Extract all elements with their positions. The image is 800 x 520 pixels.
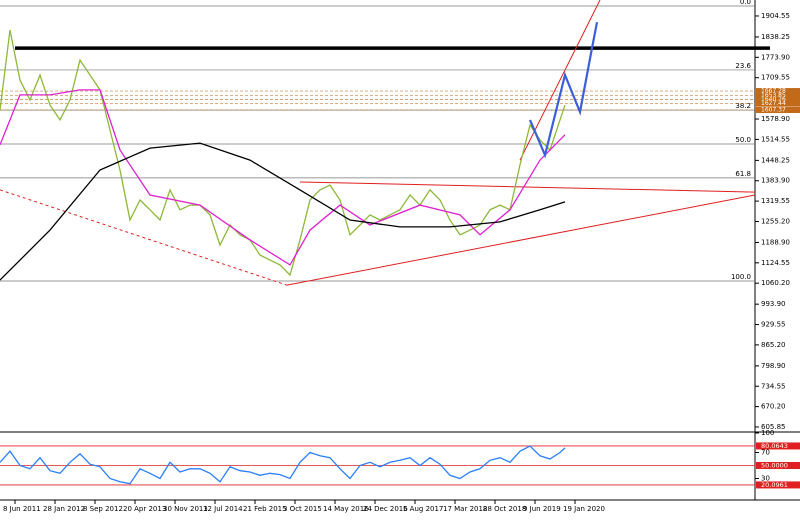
rsi-label-box [756, 462, 800, 469]
y-tick-label: 1383.90 [761, 177, 790, 185]
x-tick-label: 3 Oct 2015 [283, 505, 322, 513]
y-tick-label: 734.55 [761, 382, 786, 390]
y-tick-label: 100 [761, 429, 774, 437]
x-tick-label: 14 May 2016 [323, 505, 369, 513]
y-tick-label: 993.90 [761, 300, 786, 308]
y-tick-label: 1188.90 [761, 238, 790, 246]
x-tick-label: 20 Apr 2013 [123, 505, 166, 513]
y-tick-label: 1124.55 [761, 259, 790, 267]
x-tick-label: 30 Nov 2013 [163, 505, 208, 513]
fib-label: 38.2 [735, 102, 751, 110]
y-tick-label: 1448.25 [761, 156, 790, 164]
fib-label: 100.0 [731, 273, 751, 281]
price-label-box [756, 92, 800, 99]
x-tick-label: 24 Dec 2016 [363, 505, 408, 513]
y-tick-label: 605.85 [761, 423, 786, 431]
trendline [0, 189, 288, 286]
y-tick-label: 670.20 [761, 403, 786, 411]
x-tick-label: 28 Oct 2018 [483, 505, 526, 513]
price-label-box [756, 100, 800, 107]
price-label-box [756, 88, 800, 95]
y-tick-label: 70 [761, 449, 770, 457]
x-tick-label: 19 Jan 2020 [563, 505, 605, 513]
trendline [286, 194, 756, 286]
series-line [0, 29, 566, 277]
rsi-level-label: 50.0000 [761, 462, 788, 470]
y-tick-label: 798.90 [761, 362, 786, 370]
trendline [299, 181, 756, 193]
y-tick-label: 1578.90 [761, 115, 790, 123]
y-tick-label: 865.20 [761, 341, 786, 349]
rsi-level-label: 20.0961 [761, 481, 788, 489]
y-tick-label: 1709.55 [761, 74, 790, 82]
y-tick-label: 1773.90 [761, 53, 790, 61]
fib-label: 23.6 [735, 62, 751, 70]
x-tick-label: 28 Jan 2012 [43, 505, 85, 513]
price-label-box [756, 107, 800, 114]
price-label: 1640.26 [761, 96, 786, 103]
fib-label: 0.0 [740, 0, 751, 6]
x-tick-label: 21 Feb 2015 [243, 505, 287, 513]
y-tick-label: 1838.25 [761, 33, 790, 41]
series-line [0, 445, 566, 485]
x-tick-label: 12 Jul 2014 [203, 505, 243, 513]
fib-label: 61.8 [735, 170, 751, 178]
price-label: 1667.28 [761, 88, 786, 95]
fib-label: 50.0 [735, 136, 751, 144]
y-tick-label: 1904.55 [761, 12, 790, 20]
series-line [528, 21, 599, 159]
price-label: 1607.37 [761, 107, 786, 114]
y-tick-label: 1255.20 [761, 217, 790, 225]
rsi-label-box [756, 442, 800, 450]
series-line [0, 89, 566, 266]
y-tick-label: 929.55 [761, 321, 786, 329]
price-label-box [756, 96, 800, 103]
x-tick-label: 5 Aug 2017 [403, 505, 443, 513]
y-tick-label: 1319.55 [761, 197, 790, 205]
y-tick-label: 1514.55 [761, 135, 790, 143]
series-line [0, 142, 566, 281]
rsi-level-label: 80.0643 [761, 442, 788, 450]
x-tick-label: 9 Jun 2019 [523, 505, 561, 513]
x-tick-label: 17 Mar 2018 [443, 505, 487, 513]
x-tick-label: 8 Jun 2011 [3, 505, 41, 513]
trendline [519, 0, 601, 161]
price-label: 1627.44 [761, 100, 786, 107]
y-tick-label: 1060.20 [761, 279, 790, 287]
y-tick-label: 30 [761, 475, 770, 483]
price-label: 1653.85 [761, 92, 786, 99]
x-tick-label: 8 Sep 2012 [83, 505, 123, 513]
rsi-label-box [756, 481, 800, 489]
